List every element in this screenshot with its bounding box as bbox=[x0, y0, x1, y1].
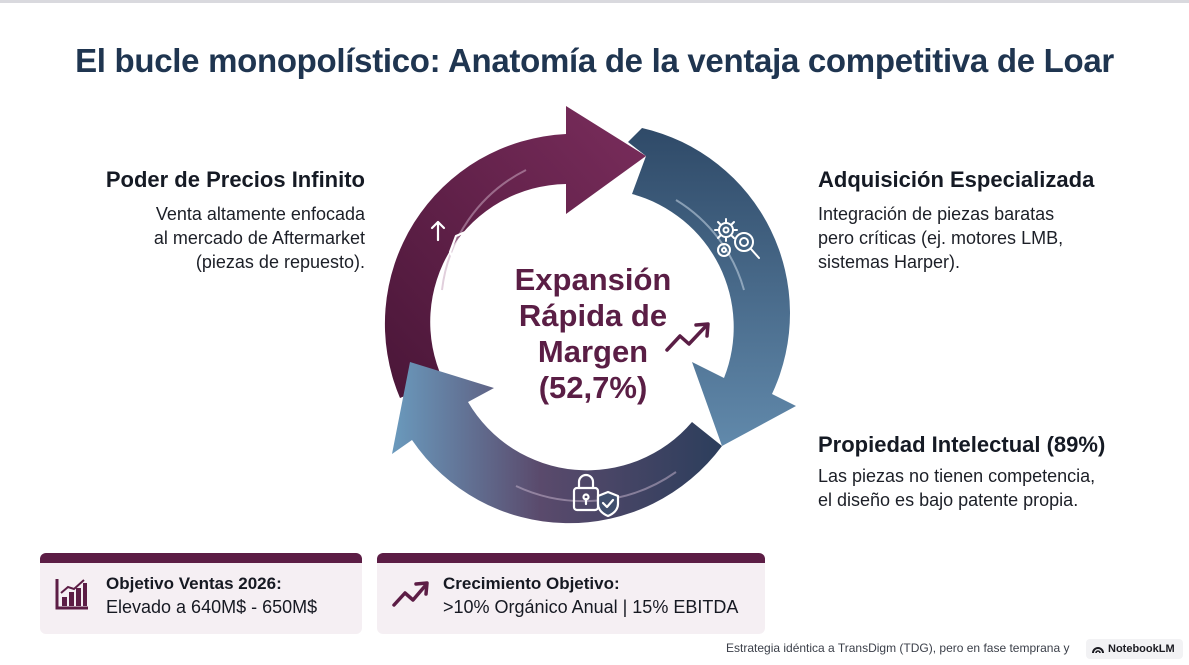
acquisition-line: sistemas Harper). bbox=[818, 252, 961, 272]
ip-line: Las piezas no tienen competencia, bbox=[818, 466, 1096, 486]
center-label: Expansión Rápida de Margen (52,7%) bbox=[488, 262, 698, 406]
card-header-bar bbox=[377, 553, 765, 563]
cycle-arc-ip bbox=[392, 362, 722, 524]
acquisition-line: Integración de piezas baratas bbox=[818, 204, 1055, 224]
acquisition-line: pero críticas (ej. motores LMB, bbox=[818, 228, 1064, 248]
ip-line: el diseño es bajo patente propia. bbox=[818, 490, 1079, 510]
acquisition-description: Integración de piezas baratas pero críti… bbox=[818, 202, 1178, 274]
sales-target-card: Objetivo Ventas 2026: Elevado a 640M$ - … bbox=[40, 553, 362, 634]
pricing-line: Venta altamente enfocada bbox=[155, 204, 365, 224]
brand-badge: NotebookLM bbox=[1086, 639, 1183, 659]
price-tag-up-icon bbox=[430, 220, 480, 266]
pricing-line: (piezas de repuesto). bbox=[195, 252, 365, 272]
notebooklm-logo-icon bbox=[1092, 647, 1104, 654]
brand-name: NotebookLM bbox=[1108, 643, 1175, 655]
center-line: Expansión bbox=[514, 262, 672, 297]
card-title: Crecimiento Objetivo: bbox=[443, 574, 620, 593]
footer-note: Estrategia idéntica a TransDigm (TDG), p… bbox=[726, 641, 1070, 655]
ip-heading: Propiedad Intelectual (89%) bbox=[818, 432, 1106, 457]
top-border bbox=[0, 0, 1189, 3]
cycle-diagram bbox=[384, 106, 796, 524]
trend-up-arrow-icon bbox=[665, 322, 710, 352]
pricing-line: al mercado de Aftermarket bbox=[153, 228, 365, 248]
gears-magnifier-icon bbox=[714, 218, 760, 259]
pricing-description: Venta altamente enfocada al mercado de A… bbox=[40, 202, 365, 274]
page-title: El bucle monopolístico: Anatomía de la v… bbox=[75, 42, 1114, 79]
padlock-shield-icon bbox=[572, 473, 620, 518]
trend-up-arrow-icon bbox=[392, 581, 429, 607]
pricing-heading: Poder de Precios Infinito bbox=[105, 167, 365, 192]
card-header-bar bbox=[40, 553, 362, 563]
ip-description: Las piezas no tienen competencia, el dis… bbox=[818, 464, 1178, 512]
card-value: >10% Orgánico Anual | 15% EBITDA bbox=[443, 597, 739, 617]
acquisition-heading: Adquisición Especializada bbox=[818, 167, 1095, 192]
card-value: Elevado a 640M$ - 650M$ bbox=[106, 597, 318, 617]
card-title: Objetivo Ventas 2026: bbox=[106, 574, 282, 593]
growth-target-card: Crecimiento Objetivo: >10% Orgánico Anua… bbox=[377, 553, 765, 634]
center-line: Rápida de bbox=[518, 298, 668, 333]
center-line: Margen bbox=[537, 334, 649, 369]
cycle-arc-pricing bbox=[384, 106, 646, 398]
cycle-arc-acquisition bbox=[628, 128, 796, 446]
bar-chart-icon bbox=[55, 579, 88, 610]
center-line: (52,7%) bbox=[538, 370, 648, 405]
